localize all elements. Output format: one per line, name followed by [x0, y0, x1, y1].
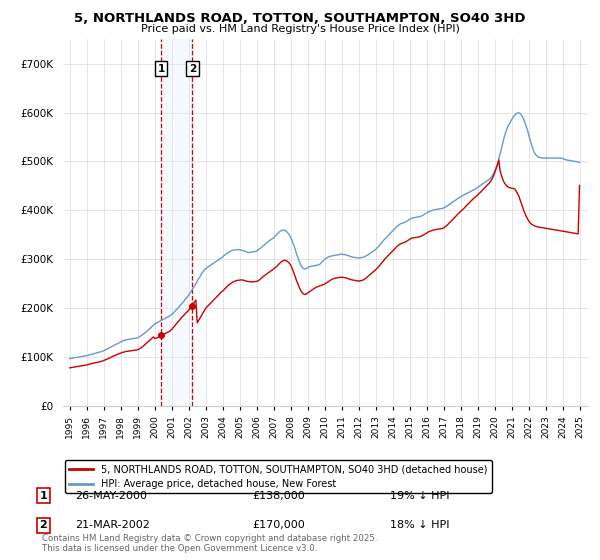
Legend: 5, NORTHLANDS ROAD, TOTTON, SOUTHAMPTON, SO40 3HD (detached house), HPI: Average: 5, NORTHLANDS ROAD, TOTTON, SOUTHAMPTON,…	[65, 460, 491, 493]
Text: £138,000: £138,000	[252, 491, 305, 501]
Text: 26-MAY-2000: 26-MAY-2000	[75, 491, 147, 501]
Text: 2: 2	[188, 63, 196, 73]
Text: 1: 1	[158, 63, 165, 73]
Text: 5, NORTHLANDS ROAD, TOTTON, SOUTHAMPTON, SO40 3HD: 5, NORTHLANDS ROAD, TOTTON, SOUTHAMPTON,…	[74, 12, 526, 25]
Text: 21-MAR-2002: 21-MAR-2002	[75, 520, 150, 530]
Text: 1: 1	[40, 491, 47, 501]
Text: 19% ↓ HPI: 19% ↓ HPI	[390, 491, 449, 501]
Text: £170,000: £170,000	[252, 520, 305, 530]
Bar	[161, 39, 192, 406]
Text: 2: 2	[40, 520, 47, 530]
Text: Contains HM Land Registry data © Crown copyright and database right 2025.
This d: Contains HM Land Registry data © Crown c…	[42, 534, 377, 553]
Text: 18% ↓ HPI: 18% ↓ HPI	[390, 520, 449, 530]
Text: Price paid vs. HM Land Registry's House Price Index (HPI): Price paid vs. HM Land Registry's House …	[140, 24, 460, 34]
